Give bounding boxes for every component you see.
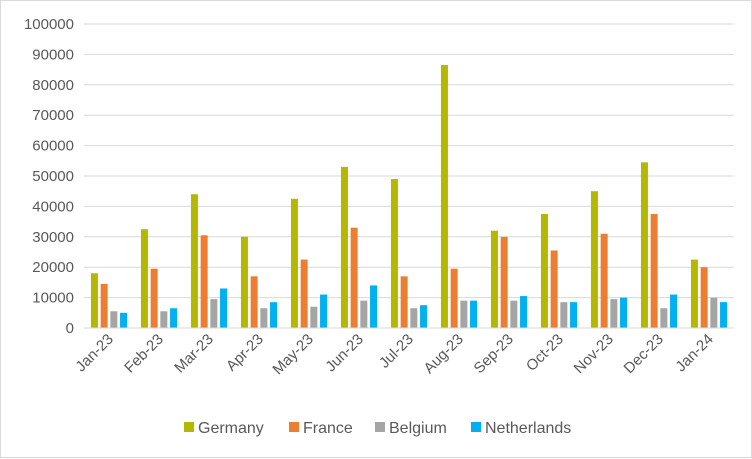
y-tick-label: 100000: [24, 16, 74, 33]
y-tick-label: 70000: [32, 107, 74, 124]
x-axis-tick-labels: Jan-23 Feb-23 Mar-23 Apr-23 May-23 Jun-23 Jul-…: [72, 331, 716, 378]
bar-netherlands-mar-23: [220, 288, 228, 328]
bar-germany-jan-23: [90, 273, 98, 328]
legend-swatch-belgium: [375, 422, 385, 432]
bar-france-nov-23: [600, 233, 608, 328]
x-tick-label: Sep-23: [471, 331, 517, 377]
bar-france-jan-24: [700, 267, 708, 328]
bar-netherlands-sep-23: [520, 296, 528, 328]
legend-label-belgium: Belgium: [389, 420, 447, 437]
bar-belgium-jun-23: [360, 300, 368, 328]
bar-netherlands-apr-23: [270, 302, 278, 328]
legend-label-france: France: [303, 420, 353, 437]
y-tick-label: 60000: [32, 138, 74, 155]
bar-germany-feb-23: [140, 229, 148, 328]
y-tick-label: 0: [66, 320, 74, 337]
bar-netherlands-nov-23: [620, 297, 628, 328]
bar-france-dec-23: [650, 214, 658, 328]
bar-netherlands-dec-23: [670, 294, 678, 328]
bar-germany-jan-24: [690, 259, 698, 328]
bar-france-may-23: [300, 259, 308, 328]
bar-belgium-feb-23: [160, 311, 168, 328]
bar-netherlands-aug-23: [470, 300, 478, 328]
bar-germany-sep-23: [490, 230, 498, 328]
bar-germany-may-23: [290, 198, 298, 328]
y-tick-label: 90000: [32, 46, 74, 63]
x-tick-label: Jun-23: [322, 331, 366, 375]
bar-france-jul-23: [400, 276, 408, 328]
y-tick-label: 50000: [32, 168, 74, 185]
bar-germany-jul-23: [390, 179, 398, 328]
bar-france-feb-23: [150, 268, 158, 328]
bar-netherlands-feb-23: [170, 308, 178, 328]
bar-belgium-dec-23: [660, 308, 668, 328]
bar-netherlands-may-23: [320, 294, 328, 328]
bar-france-apr-23: [250, 276, 258, 328]
bar-netherlands-jan-24: [720, 302, 728, 328]
bar-netherlands-jul-23: [420, 305, 428, 328]
bar-germany-aug-23: [440, 65, 448, 328]
bar-belgium-mar-23: [210, 299, 218, 328]
bar-france-jun-23: [350, 227, 358, 328]
y-tick-label: 10000: [32, 290, 74, 307]
y-tick-label: 40000: [32, 198, 74, 215]
bar-belgium-apr-23: [260, 308, 268, 328]
bar-germany-nov-23: [590, 191, 598, 328]
x-tick-label: Dec-23: [621, 331, 667, 377]
y-tick-label: 80000: [32, 77, 74, 94]
bar-belgium-jul-23: [410, 308, 418, 328]
legend-swatch-france: [289, 422, 299, 432]
y-axis-tick-labels: 0 10000 20000 30000 40000 50000 60000 70000 8000…: [24, 16, 74, 337]
legend-label-germany: Germany: [198, 420, 264, 437]
x-tick-label: May-23: [269, 331, 316, 378]
bar-germany-apr-23: [240, 236, 248, 328]
bar-germany-dec-23: [640, 162, 648, 328]
bar-belgium-sep-23: [510, 300, 518, 328]
x-tick-label: Nov-23: [571, 331, 617, 377]
bar-france-mar-23: [200, 235, 208, 328]
bar-belgium-oct-23: [560, 302, 568, 328]
bar-germany-mar-23: [190, 194, 198, 328]
bar-belgium-may-23: [310, 306, 318, 328]
x-tick-label: Jul-23: [376, 331, 417, 372]
bars: [90, 65, 728, 328]
x-tick-label: Apr-23: [223, 331, 267, 375]
legend-swatch-netherlands: [471, 422, 481, 432]
gridlines: [84, 23, 734, 299]
bar-france-sep-23: [500, 236, 508, 328]
legend-label-netherlands: Netherlands: [485, 420, 571, 437]
y-tick-label: 20000: [32, 259, 74, 276]
legend-swatch-germany: [184, 422, 194, 432]
x-tick-label: Jan-23: [72, 331, 116, 375]
bar-germany-jun-23: [340, 166, 348, 328]
bar-belgium-nov-23: [610, 299, 618, 328]
bar-netherlands-jan-23: [120, 312, 128, 328]
bar-belgium-jan-24: [710, 297, 718, 328]
bar-belgium-aug-23: [460, 300, 468, 328]
bar-france-aug-23: [450, 268, 458, 328]
x-tick-label: Aug-23: [421, 331, 467, 377]
legend: Germany France Belgium Netherlands: [184, 420, 571, 437]
bar-netherlands-jun-23: [370, 285, 378, 328]
y-tick-label: 30000: [32, 229, 74, 246]
x-tick-label: Oct-23: [523, 331, 567, 375]
bar-germany-oct-23: [540, 214, 548, 328]
x-tick-label: Feb-23: [121, 331, 167, 377]
bar-france-jan-23: [100, 283, 108, 328]
bar-france-oct-23: [550, 250, 558, 328]
bar-belgium-jan-23: [110, 311, 118, 328]
x-tick-label: Jan-24: [672, 331, 716, 375]
x-tick-label: Mar-23: [171, 331, 217, 377]
bar-netherlands-oct-23: [570, 302, 578, 328]
